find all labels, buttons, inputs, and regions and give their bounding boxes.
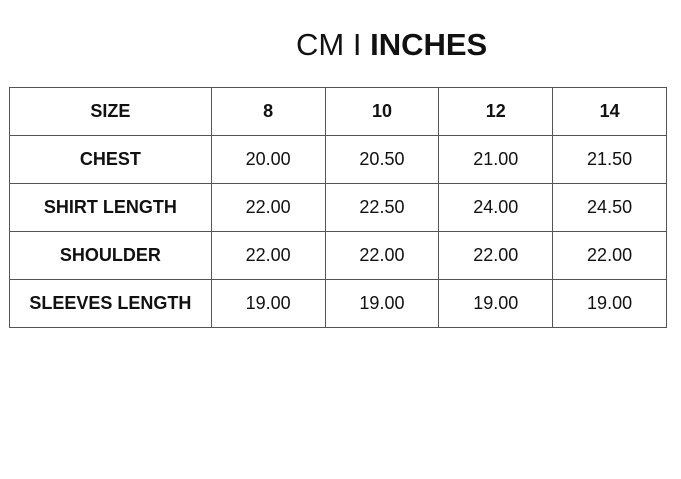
table-row: SLEEVES LENGTH 19.00 19.00 19.00 19.00 bbox=[9, 279, 681, 328]
value-cell: 22.00 bbox=[438, 231, 554, 280]
header-row: SIZE 8 10 12 14 bbox=[9, 87, 681, 136]
value-cell: 20.00 bbox=[210, 135, 326, 184]
header-cell: 10 bbox=[324, 87, 440, 136]
unit-toggle-title: CM I INCHES bbox=[296, 27, 487, 63]
value-cell: 20.50 bbox=[324, 135, 440, 184]
table-row: SHIRT LENGTH 22.00 22.50 24.00 24.50 bbox=[9, 183, 681, 232]
unit-cm[interactable]: CM bbox=[296, 27, 345, 62]
cut-off-column bbox=[666, 135, 681, 184]
value-cell: 21.50 bbox=[552, 135, 667, 184]
header-cell: SIZE bbox=[9, 87, 212, 136]
value-cell: 22.00 bbox=[210, 231, 326, 280]
cut-off-column bbox=[666, 231, 681, 280]
unit-inches[interactable]: INCHES bbox=[370, 27, 488, 62]
value-cell: 19.00 bbox=[324, 279, 440, 328]
value-cell: 22.00 bbox=[210, 183, 326, 232]
cut-off-column bbox=[666, 279, 681, 328]
value-cell: 19.00 bbox=[552, 279, 667, 328]
row-label: CHEST bbox=[9, 135, 212, 184]
value-cell: 21.00 bbox=[438, 135, 554, 184]
header-cell: 8 bbox=[210, 87, 326, 136]
cut-off-column bbox=[666, 183, 681, 232]
value-cell: 24.50 bbox=[552, 183, 667, 232]
row-label: SLEEVES LENGTH bbox=[9, 279, 212, 328]
value-cell: 19.00 bbox=[210, 279, 326, 328]
value-cell: 22.50 bbox=[324, 183, 440, 232]
table-row: CHEST 20.00 20.50 21.00 21.50 bbox=[9, 135, 681, 184]
cut-off-column bbox=[666, 87, 681, 136]
table-row: SHOULDER 22.00 22.00 22.00 22.00 bbox=[9, 231, 681, 280]
row-label: SHOULDER bbox=[9, 231, 212, 280]
value-cell: 22.00 bbox=[324, 231, 440, 280]
header-cell: 12 bbox=[438, 87, 554, 136]
value-cell: 24.00 bbox=[438, 183, 554, 232]
row-label: SHIRT LENGTH bbox=[9, 183, 212, 232]
unit-separator: I bbox=[352, 27, 362, 62]
value-cell: 22.00 bbox=[552, 231, 667, 280]
header-cell: 14 bbox=[552, 87, 667, 136]
value-cell: 19.00 bbox=[438, 279, 554, 328]
size-chart-table: SIZE 8 10 12 14 CHEST 20.00 20.50 21.00 21.50 SHIR… bbox=[9, 87, 681, 328]
